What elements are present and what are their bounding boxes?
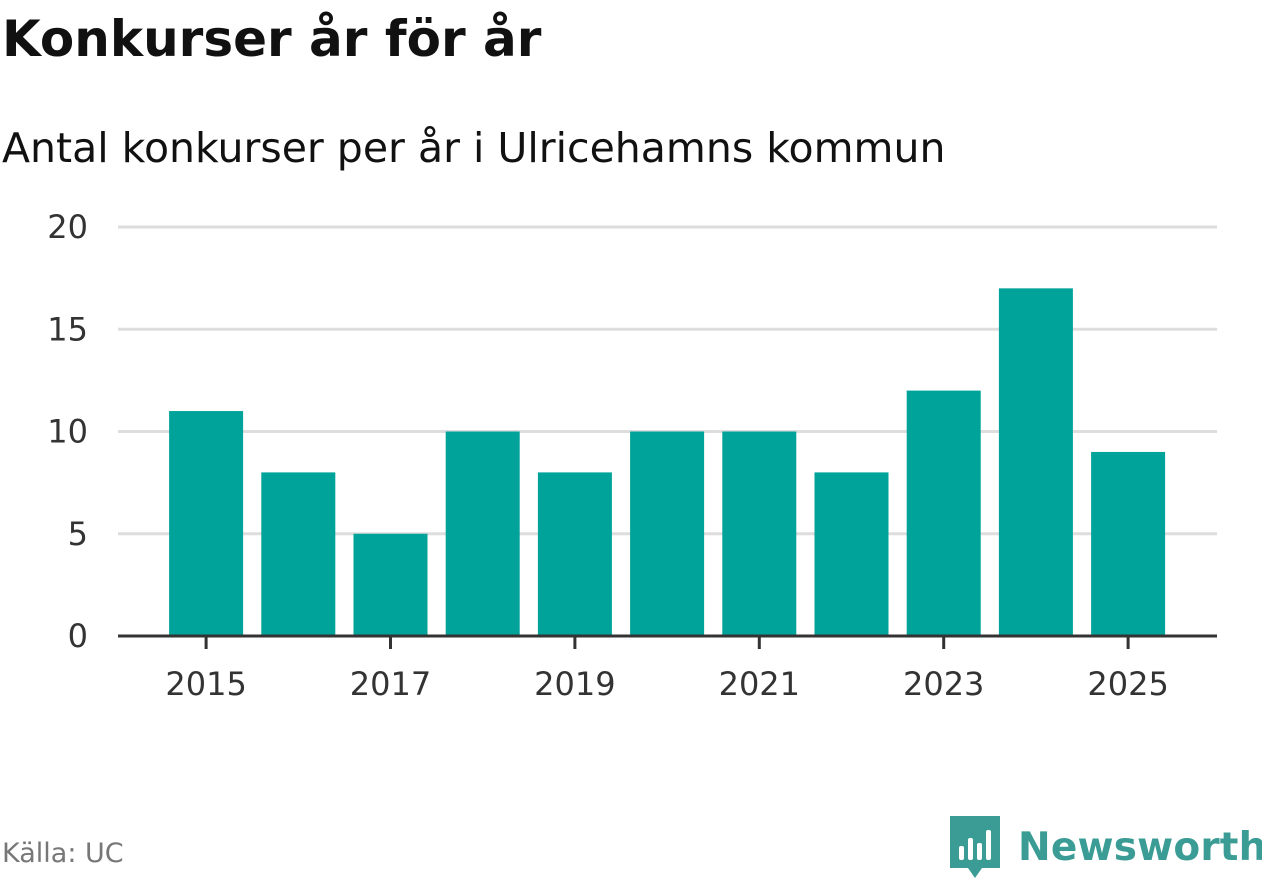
newsworthy-logo-icon [950,816,1000,878]
y-tick-label: 10 [47,413,88,451]
bar-2015 [169,411,244,636]
bar-2018 [445,431,520,636]
chart-subtitle: Antal konkurser per år i Ulricehamns kom… [2,124,946,172]
y-tick-label: 15 [47,310,88,348]
x-tick-label: 2023 [903,665,984,703]
bars [169,288,1166,636]
bar-2019 [537,472,612,636]
x-tick-label: 2021 [719,665,800,703]
bar-2025 [1091,451,1166,636]
bar-2016 [261,472,336,636]
x-tick-label: 2017 [350,665,431,703]
bar-2020 [630,431,705,636]
y-tick-label: 5 [68,515,88,553]
brand-name: Newsworthy [1018,824,1262,870]
y-tick-label: 20 [47,208,88,246]
bar-2023 [906,390,981,636]
bar-2022 [814,472,889,636]
y-tick-label: 0 [68,617,88,655]
x-tick-label: 2015 [165,665,246,703]
chart-title: Konkurser år för år [2,10,542,68]
x-tick-label: 2019 [534,665,615,703]
bar-2021 [722,431,797,636]
axes: 0 5 10 15 20 2015 2017 2019 2021 2023 2025 [47,208,1217,703]
bar-2024 [998,288,1073,636]
brand-logo: Newsworthy [950,815,1262,879]
x-tick-label: 2025 [1087,665,1168,703]
bar-2017 [353,533,428,636]
source-label: Källa: UC [2,838,124,869]
